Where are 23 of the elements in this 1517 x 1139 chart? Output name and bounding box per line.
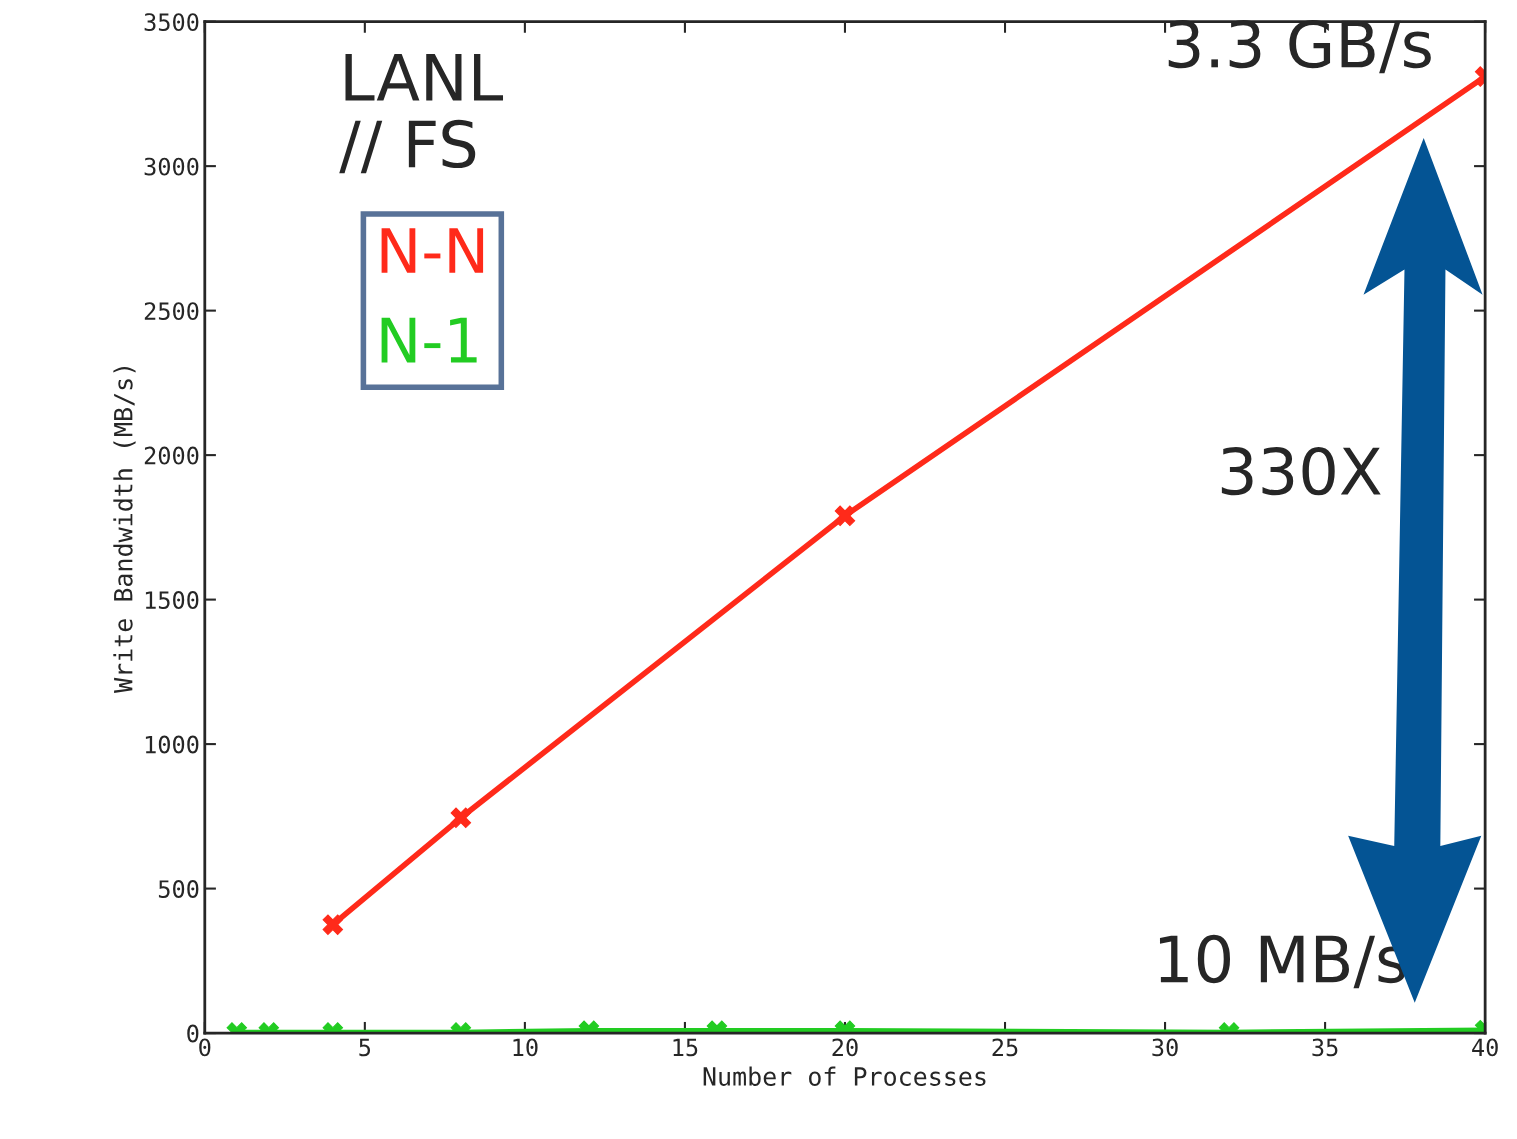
x-tick-label: 25 bbox=[992, 1038, 1018, 1057]
y-axis-title: Write Bandwidth (MB/s) bbox=[113, 366, 136, 693]
x-axis-title: Number of Processes bbox=[703, 1066, 986, 1086]
y-tick-label: 0 bbox=[187, 1024, 199, 1043]
x-tick-label: 30 bbox=[1152, 1038, 1178, 1057]
x-tick-label: 0 bbox=[199, 1038, 211, 1057]
x-tick-label: 15 bbox=[673, 1038, 698, 1057]
x-tick-label: 5 bbox=[359, 1038, 371, 1057]
y-tick-label: 3500 bbox=[144, 13, 199, 32]
y-tick-label: 2000 bbox=[144, 446, 199, 465]
text: N-N bbox=[381, 228, 484, 273]
y-tick-label: 1500 bbox=[145, 591, 199, 609]
x-tick-label: 35 bbox=[1312, 1038, 1338, 1057]
x-tick-label: 20 bbox=[832, 1038, 858, 1057]
y-tick-label: 2500 bbox=[144, 302, 199, 320]
y-tick-label: 500 bbox=[158, 880, 199, 898]
x-tick-label: 10 bbox=[513, 1038, 538, 1057]
y-tick-label: 3000 bbox=[144, 157, 199, 176]
annotation: 330X bbox=[1221, 447, 1381, 496]
text: N-1 bbox=[381, 317, 477, 363]
annotation: LANL // FS bbox=[339, 53, 504, 174]
x-tick-label: 40 bbox=[1472, 1038, 1498, 1057]
y-tick-label: 1000 bbox=[145, 735, 199, 754]
